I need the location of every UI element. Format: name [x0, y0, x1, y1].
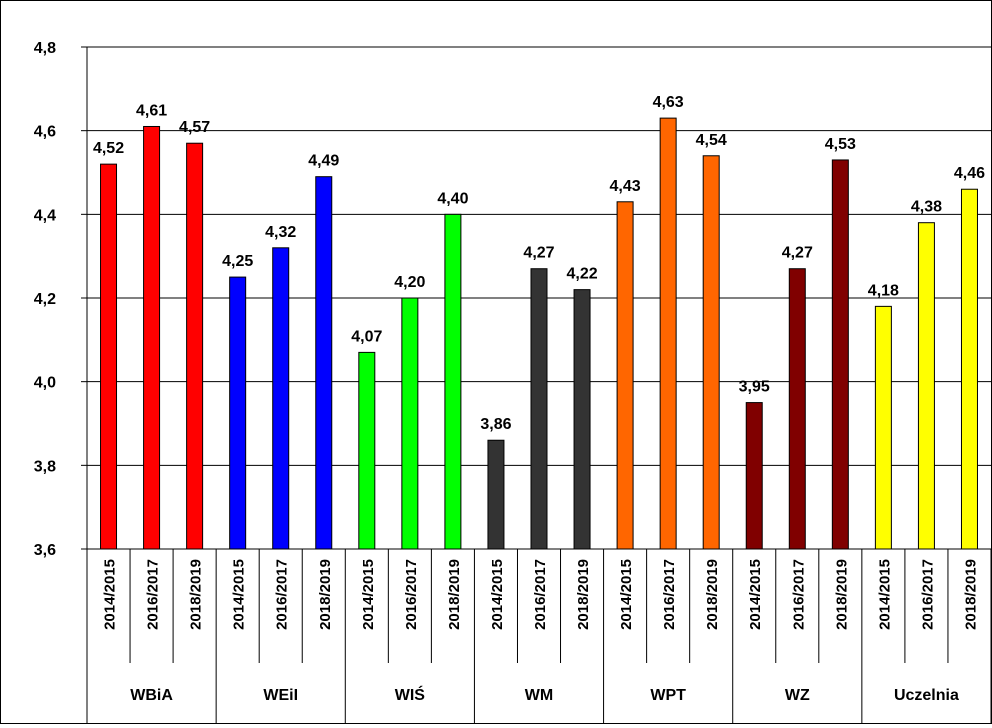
data-label: 4,27: [782, 245, 813, 262]
group-label: WPT: [650, 687, 686, 704]
data-label: 4,61: [136, 102, 167, 119]
y-tick-label: 3,6: [34, 542, 56, 559]
bar: [100, 163, 118, 550]
bar: [272, 247, 290, 550]
bar: [530, 268, 548, 550]
x-axis-groups: WBiA WEiI WIŚ WM WPT WZ Uczelnia: [130, 549, 992, 723]
data-label: 4,25: [222, 253, 253, 270]
x-tick-label: 2018/2019: [446, 559, 463, 630]
bar: [444, 213, 462, 550]
bar: [401, 297, 419, 550]
group-label: Uczelnia: [894, 687, 959, 704]
x-tick-label: 2014/2015: [102, 559, 119, 630]
bars: [100, 117, 978, 550]
x-tick-label: 2018/2019: [188, 559, 205, 630]
x-tick-label: 2014/2015: [489, 559, 506, 630]
x-tick-label: 2016/2017: [919, 559, 936, 630]
x-tick-label: 2014/2015: [618, 559, 635, 630]
x-tick-label: 2016/2017: [790, 559, 807, 630]
bar: [315, 176, 333, 550]
bar: [917, 222, 935, 550]
data-label: 4,20: [394, 274, 425, 291]
x-tick-label: 2018/2019: [317, 559, 334, 630]
bar: [487, 439, 505, 550]
bar: [960, 188, 978, 550]
x-tick-label: 2014/2015: [747, 559, 764, 630]
x-tick-label: 2014/2015: [360, 559, 377, 630]
data-labels: 4,52 4,61 4,57 4,25 4,32 4,49 4,07 4,20 4,40 3,86…: [93, 94, 985, 433]
data-label: 4,49: [308, 153, 339, 170]
x-axis-ticks: 2014/2015 2016/2017 2018/2019 2014/2015 2016…: [102, 549, 979, 663]
bar: [659, 117, 677, 550]
x-tick-label: 2018/2019: [962, 559, 979, 630]
group-label: WIŚ: [395, 685, 426, 704]
y-tick-label: 3,8: [34, 458, 56, 475]
x-tick-label: 2016/2017: [532, 559, 549, 630]
y-tick-label: 4,8: [34, 40, 56, 57]
y-tick-label: 4,0: [34, 375, 56, 392]
data-label: 4,27: [523, 245, 554, 262]
x-tick-label: 2016/2017: [661, 559, 678, 630]
data-label: 4,52: [93, 140, 124, 157]
y-tick-label: 4,6: [34, 124, 56, 141]
group-label: WEiI: [263, 687, 298, 704]
data-label: 4,54: [696, 132, 727, 149]
bar: [616, 201, 634, 550]
bar: [874, 305, 892, 550]
bar: [573, 289, 591, 550]
data-label: 4,63: [653, 94, 684, 111]
bar: [745, 402, 763, 550]
x-tick-label: 2016/2017: [403, 559, 420, 630]
y-axis-ticks: 3,6 3,8 4,0 4,2 4,4 4,6 4,8: [34, 40, 87, 559]
x-tick-label: 2018/2019: [833, 559, 850, 630]
bar: [831, 159, 849, 550]
data-label: 4,22: [566, 266, 597, 283]
y-tick-label: 4,2: [34, 291, 56, 308]
data-label: 3,95: [739, 379, 770, 396]
group-label: WM: [525, 687, 553, 704]
data-label: 4,38: [911, 199, 942, 216]
bar: [788, 268, 806, 550]
bar: [143, 125, 161, 550]
axes: [86, 47, 991, 723]
group-label: WZ: [785, 687, 810, 704]
data-label: 4,07: [351, 328, 382, 345]
data-label: 4,32: [265, 224, 296, 241]
bar: [186, 142, 204, 550]
y-tick-label: 4,4: [34, 207, 56, 224]
data-label: 4,43: [610, 178, 641, 195]
x-tick-label: 2014/2015: [876, 559, 893, 630]
bar: [229, 276, 247, 550]
data-label: 3,86: [480, 416, 511, 433]
x-tick-label: 2018/2019: [704, 559, 721, 630]
data-label: 4,57: [179, 119, 210, 136]
x-tick-label: 2018/2019: [575, 559, 592, 630]
data-label: 4,53: [825, 136, 856, 153]
bar: [358, 351, 376, 550]
bar: [702, 155, 720, 550]
group-label: WBiA: [130, 687, 173, 704]
x-tick-label: 2014/2015: [231, 559, 248, 630]
data-label: 4,46: [954, 165, 985, 182]
data-label: 4,18: [868, 282, 899, 299]
x-tick-label: 2016/2017: [145, 559, 162, 630]
data-label: 4,40: [437, 190, 468, 207]
x-tick-label: 2016/2017: [274, 559, 291, 630]
